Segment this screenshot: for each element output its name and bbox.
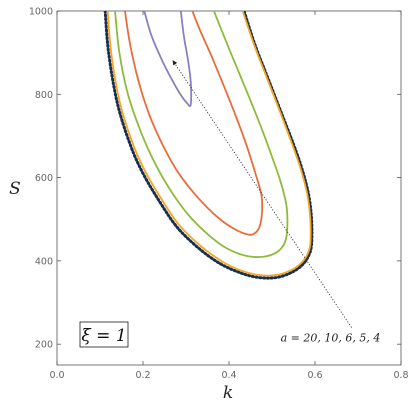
x-tick-label: 0.4 (221, 370, 236, 381)
y-tick-label: 1000 (29, 7, 53, 18)
series-curve-3 (124, 11, 264, 236)
series-curve-4 (143, 11, 193, 108)
series-curve-2 (114, 11, 289, 258)
y-tick-label: 400 (35, 256, 53, 267)
annotation-label: a = 20, 10, 6, 5, 4 (281, 331, 381, 344)
y-axis-title: S (9, 179, 21, 199)
xi-label: ξ = 1 (81, 326, 126, 346)
y-tick-label: 800 (35, 90, 53, 101)
x-tick-label: 0.6 (307, 370, 322, 381)
x-tick-label: 0.2 (135, 370, 150, 381)
series-curve-1 (106, 11, 312, 277)
y-tick-label: 200 (35, 340, 53, 351)
annotation-arrow (172, 60, 352, 328)
axis-ticks: 0.0 0.2 0.4 0.6 0.8 200 400 600 800 1000 (29, 7, 409, 382)
x-axis-title: k (223, 383, 233, 403)
y-tick-label: 600 (35, 173, 53, 184)
series-curve-0 (103, 11, 314, 280)
x-tick-label: 0.8 (393, 370, 408, 381)
annotation-group: a = 20, 10, 6, 5, 4 (172, 60, 381, 344)
curve-group (103, 11, 314, 280)
plot-area (56, 10, 402, 366)
xi-label-box: ξ = 1 (79, 321, 129, 348)
x-tick-label: 0.0 (49, 370, 64, 381)
